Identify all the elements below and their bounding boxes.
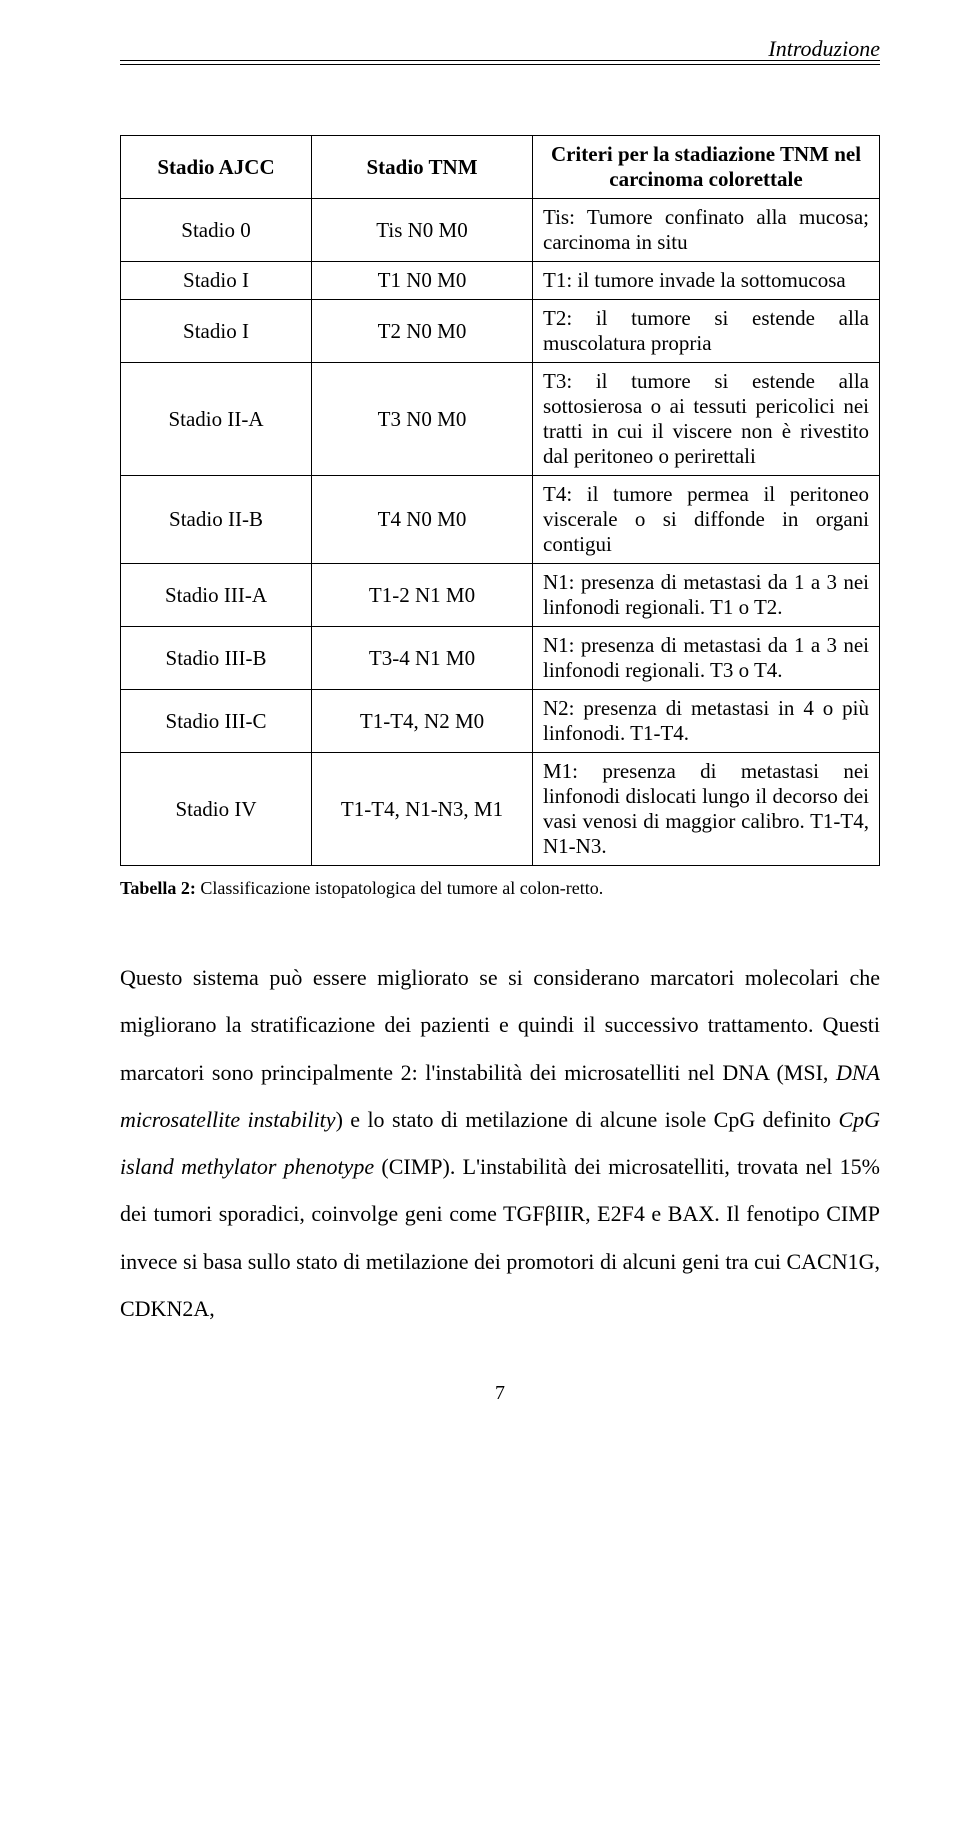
table-row: Stadio III-A T1-2 N1 M0 N1: presenza di … bbox=[121, 564, 880, 627]
cell-tnm: T1-T4, N2 M0 bbox=[312, 690, 533, 753]
header-rule-bottom bbox=[120, 64, 880, 65]
page-header: Introduzione bbox=[120, 60, 880, 65]
cell-tnm: T3 N0 M0 bbox=[312, 363, 533, 476]
cell-tnm: T1-T4, N1-N3, M1 bbox=[312, 753, 533, 866]
cell-criteria: Tis: Tumore confinato alla mucosa; carci… bbox=[533, 199, 880, 262]
cell-tnm: Tis N0 M0 bbox=[312, 199, 533, 262]
caption-label: Tabella 2: bbox=[120, 878, 196, 898]
table-row: Stadio I T1 N0 M0 T1: il tumore invade l… bbox=[121, 262, 880, 300]
cell-tnm: T2 N0 M0 bbox=[312, 300, 533, 363]
table-header-row: Stadio AJCC Stadio TNM Criteri per la st… bbox=[121, 136, 880, 199]
table-row: Stadio II-A T3 N0 M0 T3: il tumore si es… bbox=[121, 363, 880, 476]
cell-criteria: T2: il tumore si estende alla muscolatur… bbox=[533, 300, 880, 363]
table-row: Stadio IV T1-T4, N1-N3, M1 M1: presenza … bbox=[121, 753, 880, 866]
cell-criteria: N1: presenza di metastasi da 1 a 3 nei l… bbox=[533, 627, 880, 690]
tnm-classification-table: Stadio AJCC Stadio TNM Criteri per la st… bbox=[120, 135, 880, 866]
para-text-1: Questo sistema può essere migliorato se … bbox=[120, 965, 880, 1085]
cell-ajcc: Stadio III-B bbox=[121, 627, 312, 690]
caption-text: Classificazione istopatologica del tumor… bbox=[196, 878, 603, 898]
cell-ajcc: Stadio II-B bbox=[121, 476, 312, 564]
col-header-criteria: Criteri per la stadiazione TNM nel carci… bbox=[533, 136, 880, 199]
cell-ajcc: Stadio I bbox=[121, 262, 312, 300]
cell-ajcc: Stadio IV bbox=[121, 753, 312, 866]
page-container: Introduzione Stadio AJCC Stadio TNM Crit… bbox=[0, 0, 960, 1445]
cell-ajcc: Stadio III-C bbox=[121, 690, 312, 753]
table-caption: Tabella 2: Classificazione istopatologic… bbox=[120, 878, 880, 899]
table-row: Stadio I T2 N0 M0 T2: il tumore si esten… bbox=[121, 300, 880, 363]
cell-criteria: T3: il tumore si estende alla sottosiero… bbox=[533, 363, 880, 476]
page-number: 7 bbox=[120, 1382, 880, 1405]
cell-tnm: T4 N0 M0 bbox=[312, 476, 533, 564]
table-row: Stadio III-C T1-T4, N2 M0 N2: presenza d… bbox=[121, 690, 880, 753]
table-row: Stadio III-B T3-4 N1 M0 N1: presenza di … bbox=[121, 627, 880, 690]
cell-ajcc: Stadio 0 bbox=[121, 199, 312, 262]
col-header-tnm: Stadio TNM bbox=[312, 136, 533, 199]
cell-criteria: T4: il tumore permea il peritoneo viscer… bbox=[533, 476, 880, 564]
cell-tnm: T1-2 N1 M0 bbox=[312, 564, 533, 627]
header-rule-top bbox=[120, 60, 880, 61]
table-row: Stadio 0 Tis N0 M0 Tis: Tumore confinato… bbox=[121, 199, 880, 262]
cell-ajcc: Stadio III-A bbox=[121, 564, 312, 627]
cell-criteria: N2: presenza di metastasi in 4 o più lin… bbox=[533, 690, 880, 753]
cell-criteria: T1: il tumore invade la sottomucosa bbox=[533, 262, 880, 300]
cell-criteria: M1: presenza di metastasi nei linfonodi … bbox=[533, 753, 880, 866]
cell-ajcc: Stadio II-A bbox=[121, 363, 312, 476]
col-header-ajcc: Stadio AJCC bbox=[121, 136, 312, 199]
section-label: Introduzione bbox=[768, 36, 880, 62]
body-paragraph: Questo sistema può essere migliorato se … bbox=[120, 954, 880, 1332]
table-row: Stadio II-B T4 N0 M0 T4: il tumore perme… bbox=[121, 476, 880, 564]
cell-tnm: T1 N0 M0 bbox=[312, 262, 533, 300]
cell-criteria: N1: presenza di metastasi da 1 a 3 nei l… bbox=[533, 564, 880, 627]
cell-ajcc: Stadio I bbox=[121, 300, 312, 363]
cell-tnm: T3-4 N1 M0 bbox=[312, 627, 533, 690]
para-text-3: (CIMP). L'instabilità dei microsatelliti… bbox=[120, 1154, 880, 1321]
para-text-2: ) e lo stato di metilazione di alcune is… bbox=[336, 1107, 839, 1132]
